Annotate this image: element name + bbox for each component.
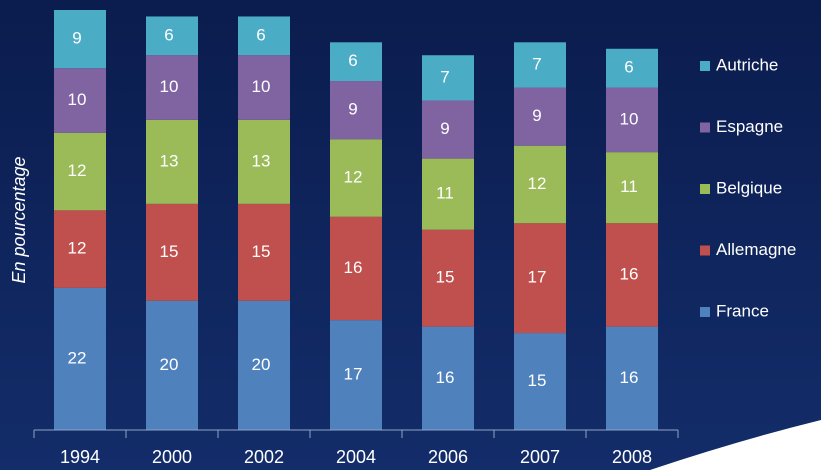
x-tick-label: 2004 <box>336 447 376 467</box>
data-label: 16 <box>436 368 455 387</box>
data-label: 9 <box>532 106 541 125</box>
data-label: 12 <box>528 174 547 193</box>
data-label: 10 <box>68 90 87 109</box>
bar-segment <box>330 42 382 82</box>
swoosh <box>650 420 821 470</box>
bar-segment <box>606 223 658 327</box>
data-label: 10 <box>160 77 179 96</box>
data-label: 15 <box>252 242 271 261</box>
data-label: 16 <box>620 264 639 283</box>
bar-segment <box>146 16 198 56</box>
bar-segment <box>422 158 474 230</box>
data-label: 12 <box>68 161 87 180</box>
data-label: 6 <box>256 25 265 44</box>
data-label: 16 <box>620 368 639 387</box>
bar-segment <box>146 203 198 301</box>
data-label: 6 <box>164 25 173 44</box>
legend-label: Espagne <box>716 117 783 136</box>
bar-segment <box>146 300 198 430</box>
bar-segment <box>54 10 106 69</box>
legend-swatch <box>700 307 710 317</box>
bar-segment <box>606 48 658 88</box>
legend-swatch <box>700 184 710 194</box>
data-label: 12 <box>344 167 363 186</box>
legend-label: Autriche <box>716 55 778 74</box>
data-label: 9 <box>440 119 449 138</box>
data-label: 13 <box>252 151 271 170</box>
bar-segment <box>514 87 566 146</box>
bar-segment <box>238 300 290 430</box>
bar-segment <box>606 152 658 224</box>
bar-segment <box>238 55 290 120</box>
data-label: 15 <box>160 242 179 261</box>
bar-segment <box>54 210 106 288</box>
legend-label: Belgique <box>716 178 782 197</box>
bar-segment <box>330 81 382 140</box>
bar-segment <box>54 287 106 430</box>
bar-segment <box>146 119 198 204</box>
bar-segment <box>238 203 290 301</box>
data-label: 11 <box>620 177 638 196</box>
legend-swatch <box>700 122 710 133</box>
data-label: 22 <box>68 348 87 367</box>
data-label: 16 <box>344 258 363 277</box>
bar-segment <box>422 100 474 159</box>
bar-segment <box>330 139 382 217</box>
bar-segment <box>330 216 382 321</box>
data-label: 6 <box>624 58 633 77</box>
data-label: 9 <box>72 29 81 48</box>
bar-segment <box>422 55 474 101</box>
legend-swatch <box>700 61 710 71</box>
data-label: 15 <box>436 268 455 287</box>
data-label: 17 <box>344 365 363 384</box>
data-label: 13 <box>160 151 179 170</box>
data-label: 10 <box>620 109 639 128</box>
data-label: 11 <box>436 184 454 203</box>
bar-segment <box>606 326 658 430</box>
x-tick-label: 1994 <box>60 447 100 467</box>
x-tick-label: 2002 <box>244 447 284 467</box>
x-tick-label: 2000 <box>152 447 192 467</box>
bar-segment <box>514 145 566 224</box>
bar-segment <box>422 326 474 430</box>
legend-label: France <box>716 301 769 320</box>
data-label: 20 <box>160 355 179 374</box>
bar-segment <box>238 16 290 56</box>
data-label: 20 <box>252 355 271 374</box>
legend-swatch <box>700 245 710 256</box>
data-label: 15 <box>528 371 547 390</box>
x-tick-label: 2008 <box>612 447 652 467</box>
bar-segment <box>54 68 106 133</box>
bar-segment <box>422 229 474 327</box>
data-label: 6 <box>348 51 357 70</box>
x-tick-label: 2006 <box>428 447 468 467</box>
bar-segment <box>54 132 106 211</box>
data-label: 17 <box>528 268 547 287</box>
bar-segment <box>514 223 566 334</box>
bar-segment <box>514 333 566 430</box>
data-label: 10 <box>252 77 271 96</box>
legend-label: Allemagne <box>716 240 796 259</box>
data-label: 7 <box>532 54 541 73</box>
bar-segment <box>606 87 658 153</box>
x-tick-label: 2007 <box>520 447 560 467</box>
data-label: 12 <box>68 239 87 258</box>
data-label: 7 <box>440 67 449 86</box>
bar-segment <box>330 320 382 430</box>
data-label: 9 <box>348 100 357 119</box>
y-axis-label: En pourcentage <box>9 156 29 283</box>
bar-segment <box>238 119 290 204</box>
bar-segment <box>146 55 198 120</box>
bar-segment <box>514 42 566 88</box>
